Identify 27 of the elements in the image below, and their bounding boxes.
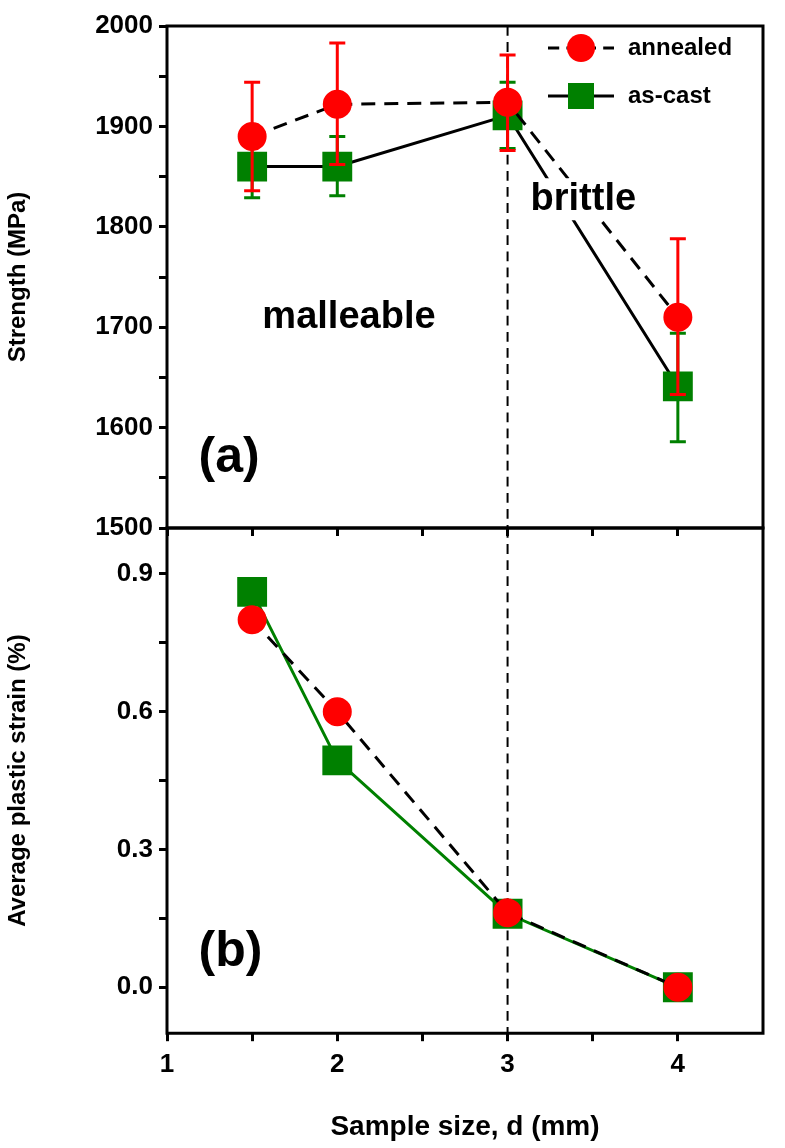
y-tick-label: 0.3 [116,832,153,863]
y-tick-label: 0.9 [116,557,153,588]
y-tick-label: 1800 [95,209,153,240]
legend-label: annealed [628,32,733,60]
y-tick-label: 1500 [95,511,153,542]
annotation: (a) [198,426,260,483]
x-tick-label: 3 [500,1047,515,1078]
annotation: brittle [530,175,637,218]
x-axis-title: Sample size, d (mm) [330,1109,600,1141]
x-tick-label: 2 [330,1047,345,1078]
y-tick-label: 1600 [95,410,153,441]
y-tick-label: 2000 [95,9,153,40]
x-tick-label: 1 [159,1047,175,1078]
y-tick-label: 1700 [95,310,153,341]
y-axis-title: Average plastic strain (%) [3,634,31,927]
x-tick-label: 4 [670,1047,686,1078]
y-tick-label: 0.6 [116,694,153,725]
legend-label: as-cast [628,80,711,108]
y-axis-title: Strength (MPa) [3,191,31,363]
point [322,745,353,776]
y-tick-label: 1900 [95,109,153,140]
annotation: malleable [262,293,436,336]
point [322,697,352,727]
y-tick-label: 0.0 [116,970,153,1001]
point [237,605,267,635]
annotation: (b) [198,921,263,978]
point [237,576,268,607]
